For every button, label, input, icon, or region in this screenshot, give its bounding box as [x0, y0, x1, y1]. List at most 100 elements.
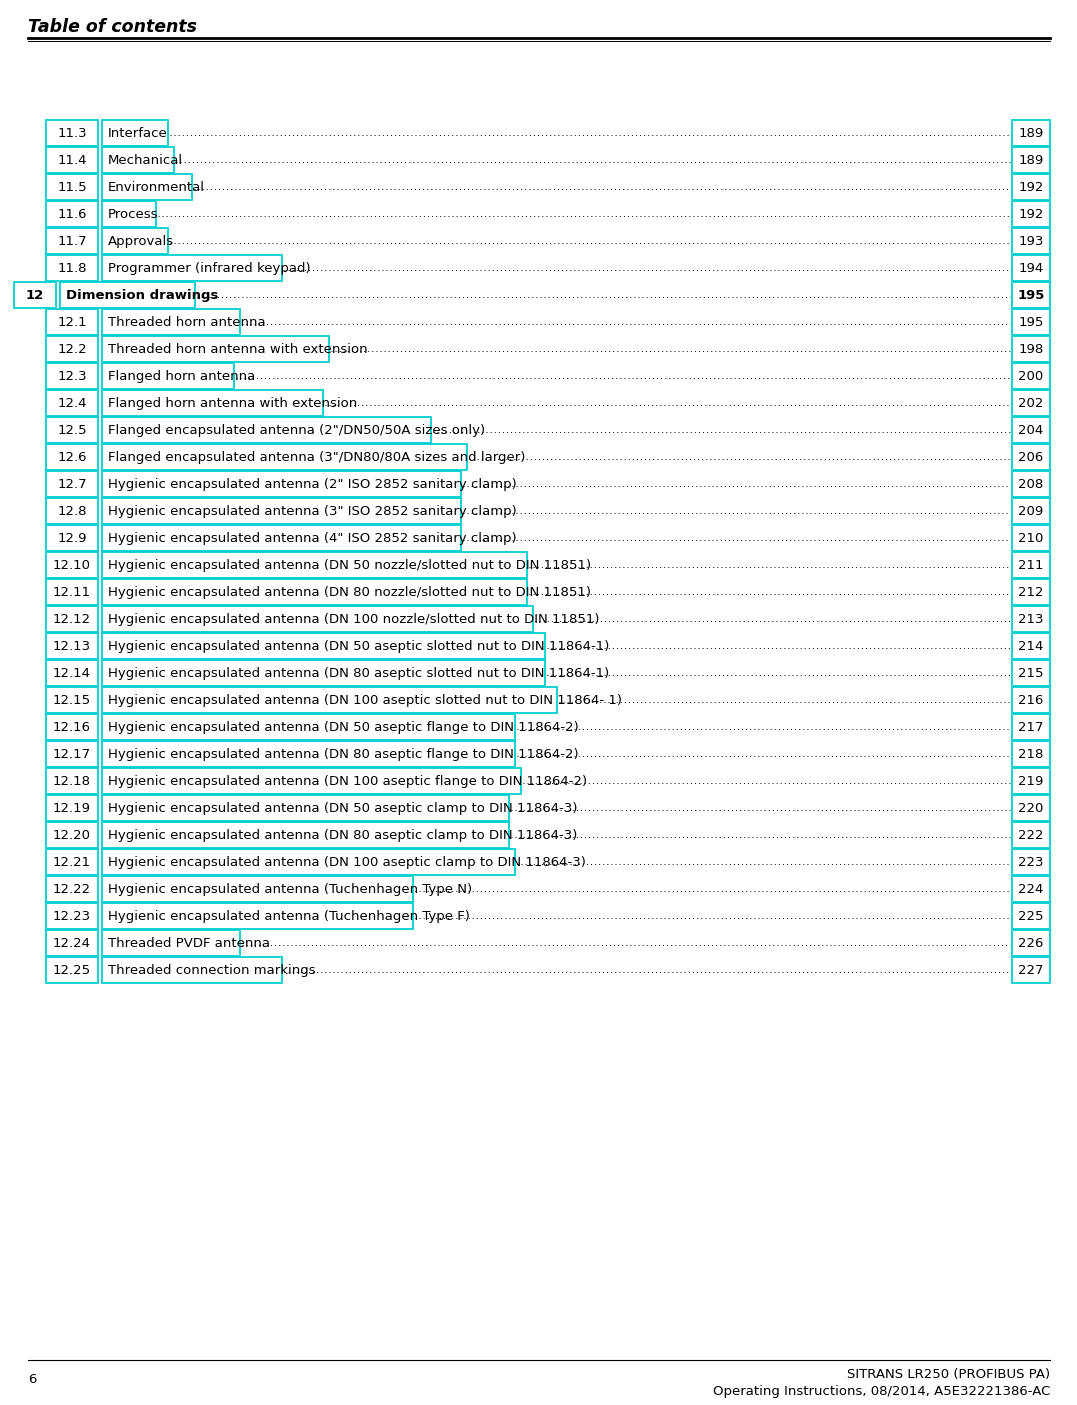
- Text: Dimension drawings: Dimension drawings: [66, 289, 219, 302]
- Text: 12.9: 12.9: [57, 532, 87, 545]
- Text: 218: 218: [1019, 747, 1044, 762]
- Text: 12.13: 12.13: [53, 641, 92, 653]
- Bar: [102, 606, 533, 632]
- Bar: [102, 903, 414, 929]
- Text: 192: 192: [1019, 208, 1044, 221]
- Bar: [1012, 822, 1050, 849]
- Text: Hygienic encapsulated antenna (DN 80 nozzle/slotted nut to DIN 11851): Hygienic encapsulated antenna (DN 80 noz…: [108, 586, 591, 599]
- Bar: [46, 525, 98, 551]
- Text: 12.8: 12.8: [57, 504, 87, 518]
- Text: 11.5: 11.5: [57, 181, 87, 194]
- Text: Approvals: Approvals: [108, 235, 174, 249]
- Bar: [46, 740, 98, 767]
- Bar: [46, 119, 98, 146]
- Bar: [1012, 119, 1050, 146]
- Bar: [102, 795, 509, 821]
- Text: 222: 222: [1018, 829, 1044, 842]
- Text: Threaded PVDF antenna: Threaded PVDF antenna: [108, 937, 270, 950]
- Bar: [46, 201, 98, 228]
- Text: 217: 217: [1018, 721, 1044, 733]
- Text: Hygienic encapsulated antenna (DN 80 aseptic clamp to DIN 11864-3): Hygienic encapsulated antenna (DN 80 ase…: [108, 829, 577, 842]
- Bar: [46, 769, 98, 794]
- Bar: [1012, 254, 1050, 281]
- Text: Hygienic encapsulated antenna (DN 100 aseptic slotted nut to DIN 11864- 1): Hygienic encapsulated antenna (DN 100 as…: [108, 694, 623, 707]
- Bar: [46, 228, 98, 254]
- Text: 12.17: 12.17: [53, 747, 92, 762]
- Bar: [1012, 228, 1050, 254]
- Bar: [1012, 309, 1050, 334]
- Text: 6: 6: [28, 1373, 37, 1385]
- Bar: [102, 228, 168, 254]
- Bar: [1012, 362, 1050, 389]
- Text: 12.5: 12.5: [57, 424, 87, 437]
- Bar: [102, 174, 192, 200]
- Text: Table of contents: Table of contents: [28, 18, 197, 37]
- Bar: [46, 309, 98, 334]
- Text: 12.1: 12.1: [57, 316, 87, 329]
- Text: Hygienic encapsulated antenna (DN 50 nozzle/slotted nut to DIN 11851): Hygienic encapsulated antenna (DN 50 noz…: [108, 559, 591, 572]
- Text: 12.3: 12.3: [57, 370, 87, 384]
- Text: Threaded connection markings: Threaded connection markings: [108, 964, 316, 976]
- Text: Hygienic encapsulated antenna (DN 80 aseptic flange to DIN 11864-2): Hygienic encapsulated antenna (DN 80 ase…: [108, 747, 578, 762]
- Text: Environmental: Environmental: [108, 181, 205, 194]
- Bar: [102, 391, 323, 416]
- Bar: [102, 822, 509, 849]
- Text: 12.18: 12.18: [53, 776, 90, 788]
- Text: 224: 224: [1019, 882, 1044, 896]
- Bar: [46, 634, 98, 659]
- Text: 12.11: 12.11: [53, 586, 92, 599]
- Bar: [46, 606, 98, 632]
- Bar: [102, 687, 557, 712]
- Bar: [1012, 769, 1050, 794]
- Text: 12.15: 12.15: [53, 694, 92, 707]
- Bar: [1012, 201, 1050, 228]
- Text: Hygienic encapsulated antenna (DN 100 aseptic flange to DIN 11864-2): Hygienic encapsulated antenna (DN 100 as…: [108, 776, 587, 788]
- Text: 12.24: 12.24: [53, 937, 90, 950]
- Bar: [1012, 417, 1050, 443]
- Text: SITRANS LR250 (PROFIBUS PA): SITRANS LR250 (PROFIBUS PA): [847, 1368, 1050, 1381]
- Text: Operating Instructions, 08/2014, A5E32221386-AC: Operating Instructions, 08/2014, A5E3222…: [713, 1385, 1050, 1398]
- Bar: [46, 471, 98, 497]
- Text: 12.10: 12.10: [53, 559, 90, 572]
- Bar: [1012, 282, 1050, 308]
- Text: 195: 195: [1018, 289, 1045, 302]
- Bar: [46, 552, 98, 577]
- Text: 12.22: 12.22: [53, 882, 92, 896]
- Text: Flanged horn antenna: Flanged horn antenna: [108, 370, 255, 384]
- Bar: [102, 497, 461, 524]
- Text: 209: 209: [1019, 504, 1044, 518]
- Bar: [1012, 660, 1050, 686]
- Text: 204: 204: [1019, 424, 1044, 437]
- Text: 12.7: 12.7: [57, 478, 87, 490]
- Bar: [1012, 957, 1050, 983]
- Bar: [1012, 606, 1050, 632]
- Text: 220: 220: [1019, 802, 1044, 815]
- Bar: [46, 579, 98, 606]
- Text: 11.6: 11.6: [57, 208, 87, 221]
- Bar: [14, 282, 56, 308]
- Text: Hygienic encapsulated antenna (4" ISO 2852 sanitary clamp): Hygienic encapsulated antenna (4" ISO 28…: [108, 532, 517, 545]
- Text: Hygienic encapsulated antenna (2" ISO 2852 sanitary clamp): Hygienic encapsulated antenna (2" ISO 28…: [108, 478, 517, 490]
- Text: Mechanical: Mechanical: [108, 155, 183, 167]
- Text: 11.8: 11.8: [57, 261, 87, 275]
- Text: 202: 202: [1019, 398, 1044, 410]
- Text: Hygienic encapsulated antenna (Tuchenhagen Type N): Hygienic encapsulated antenna (Tuchenhag…: [108, 882, 472, 896]
- Bar: [60, 282, 195, 308]
- Bar: [1012, 795, 1050, 821]
- Text: 12.19: 12.19: [53, 802, 90, 815]
- Text: Threaded horn antenna with extension: Threaded horn antenna with extension: [108, 343, 367, 355]
- Text: 200: 200: [1019, 370, 1044, 384]
- Text: 215: 215: [1018, 667, 1044, 680]
- Bar: [102, 471, 461, 497]
- Bar: [102, 579, 527, 606]
- Text: Hygienic encapsulated antenna (DN 50 aseptic flange to DIN 11864-2): Hygienic encapsulated antenna (DN 50 ase…: [108, 721, 578, 733]
- Text: 12.16: 12.16: [53, 721, 90, 733]
- Bar: [46, 687, 98, 712]
- Text: Hygienic encapsulated antenna (DN 100 nozzle/slotted nut to DIN 11851): Hygienic encapsulated antenna (DN 100 no…: [108, 613, 600, 627]
- Text: 210: 210: [1019, 532, 1044, 545]
- Text: 225: 225: [1018, 910, 1044, 923]
- Bar: [46, 254, 98, 281]
- Bar: [1012, 903, 1050, 929]
- Bar: [102, 148, 173, 173]
- Text: 11.7: 11.7: [57, 235, 87, 249]
